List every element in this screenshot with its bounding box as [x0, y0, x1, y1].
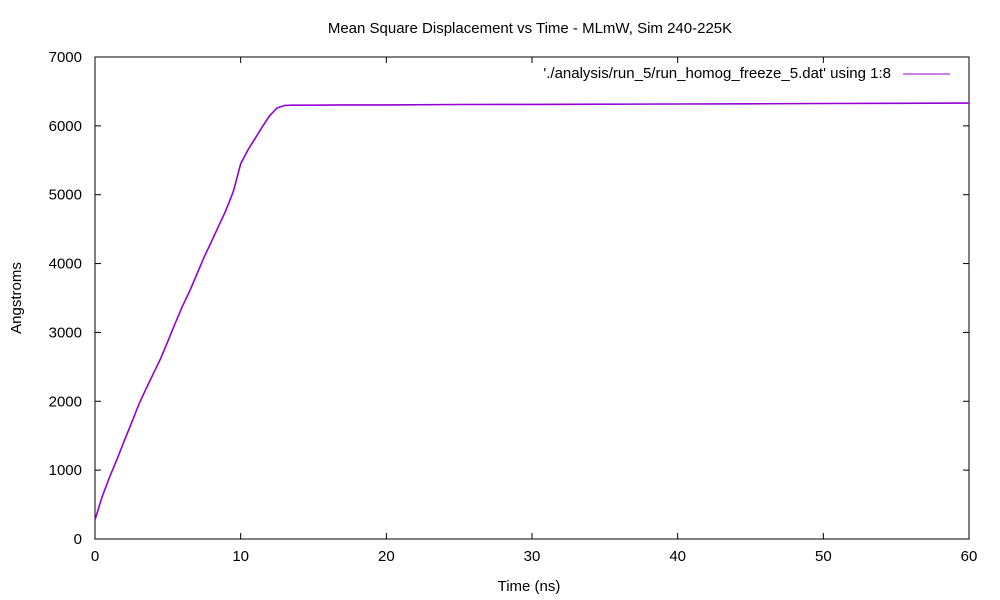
x-tick-label: 20 [378, 548, 395, 565]
x-tick-label: 10 [232, 548, 249, 565]
y-tick-label: 6000 [49, 118, 82, 135]
x-tick-label: 50 [815, 548, 832, 565]
series-layer [94, 102, 970, 520]
y-axis-label: Angstroms [8, 262, 25, 334]
x-tick-label: 40 [669, 548, 686, 565]
legend: './analysis/run_5/run_homog_freeze_5.dat… [543, 65, 950, 82]
x-tick-label: 60 [961, 548, 978, 565]
y-tick-label: 4000 [49, 256, 82, 273]
y-tick-label: 2000 [49, 393, 82, 410]
y-tick-label: 0 [74, 531, 82, 548]
y-tick-label: 5000 [49, 187, 82, 204]
chart-title: Mean Square Displacement vs Time - MLmW,… [328, 20, 732, 37]
series-line [94, 102, 970, 520]
y-tick-label: 7000 [49, 49, 82, 66]
y-axis: 0 1000 2000 3000 4000 5000 6000 7000 [49, 49, 969, 548]
y-tick-label: 3000 [49, 324, 82, 341]
x-tick-label: 30 [524, 548, 541, 565]
legend-label: './analysis/run_5/run_homog_freeze_5.dat… [543, 65, 891, 82]
plot-frame [94, 56, 970, 540]
y-tick-label: 1000 [49, 462, 82, 479]
x-axis: 0 10 20 30 40 50 60 [91, 57, 978, 565]
x-tick-label: 0 [91, 548, 99, 565]
x-axis-label: Time (ns) [498, 578, 561, 595]
